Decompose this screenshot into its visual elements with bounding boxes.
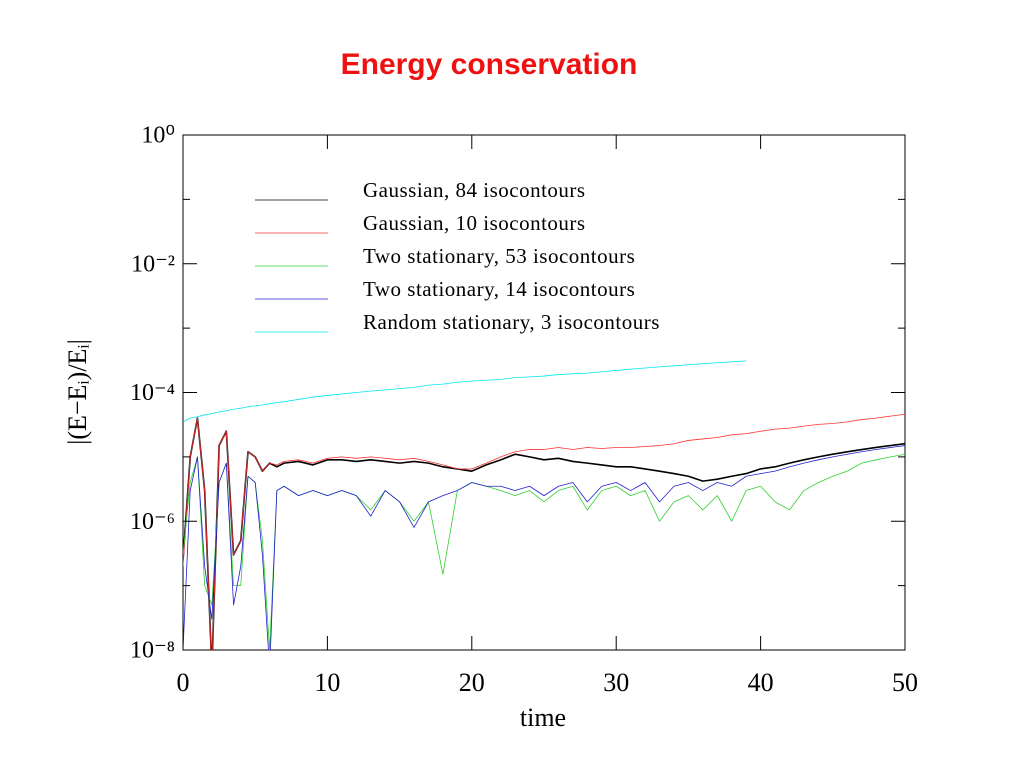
legend-label: Two stationary, 14 isocontours	[363, 277, 635, 301]
x-tick-label: 10	[314, 668, 340, 697]
series-line	[183, 453, 905, 650]
y-tick-label: 10⁰	[141, 123, 175, 149]
x-axis-label: time	[520, 703, 566, 732]
y-tick-label: 10⁻⁶	[130, 509, 175, 535]
x-tick-label: 0	[177, 668, 190, 697]
series-line	[183, 413, 905, 650]
series-line	[183, 445, 905, 650]
x-tick-label: 50	[892, 668, 918, 697]
series-line	[183, 417, 905, 650]
plot-lines	[183, 360, 905, 650]
legend-label: Gaussian, 84 isocontours	[363, 178, 586, 202]
x-tick-label: 20	[459, 668, 485, 697]
x-tick-label: 40	[748, 668, 774, 697]
y-tick-label: 10⁻²	[131, 251, 175, 277]
y-tick-label: 10⁻⁸	[130, 638, 175, 664]
y-tick-label: 10⁻⁴	[130, 380, 175, 406]
legend-label: Random stationary, 3 isocontours	[363, 310, 660, 334]
legend-label: Gaussian, 10 isocontours	[363, 211, 586, 235]
legend-label: Two stationary, 53 isocontours	[363, 244, 635, 268]
series-line	[183, 360, 747, 423]
y-axis-label: |(E−Eᵢ)/Eᵢ|	[63, 339, 92, 445]
chart-title: Energy conservation	[341, 48, 638, 81]
x-tick-label: 30	[603, 668, 629, 697]
